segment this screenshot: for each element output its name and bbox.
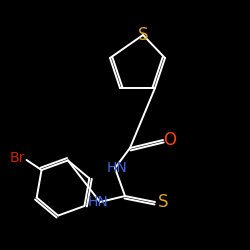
Text: Br: Br bbox=[10, 151, 25, 165]
Text: O: O bbox=[164, 131, 176, 149]
Text: S: S bbox=[158, 193, 168, 211]
Text: HN: HN bbox=[106, 161, 128, 175]
Text: HN: HN bbox=[88, 195, 108, 209]
Text: S: S bbox=[138, 26, 148, 44]
